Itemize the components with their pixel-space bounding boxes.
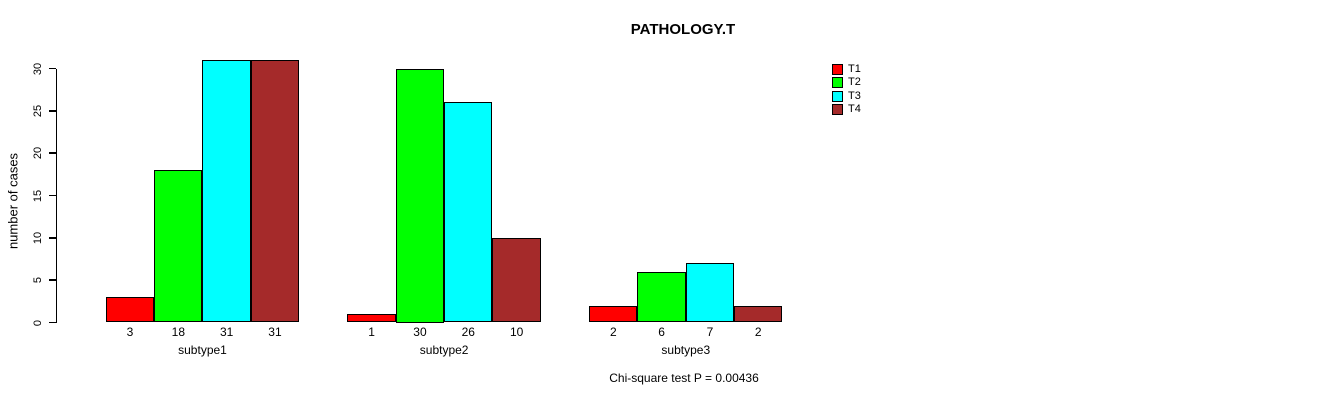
bar-t4-subtype1 xyxy=(250,60,300,323)
legend: T1 T2 T3 T4 xyxy=(832,64,861,117)
bar-t2-subtype1 xyxy=(154,170,203,323)
bar-value-label: 31 xyxy=(268,325,282,339)
y-axis-tick xyxy=(48,194,56,197)
y-axis-tick-label: 30 xyxy=(32,62,44,75)
bar-value-label: 2 xyxy=(609,325,617,339)
bar-value-label: 10 xyxy=(509,325,524,339)
bar-value-label: 6 xyxy=(658,325,665,339)
y-axis-tick-label: 5 xyxy=(32,277,44,284)
chi-square-note: Chi-square test P = 0.00436 xyxy=(609,371,759,385)
bar-t1-subtype2 xyxy=(347,314,396,323)
bar-t1-subtype3 xyxy=(589,305,638,323)
y-axis-label: number of cases xyxy=(5,152,21,250)
bar-t3-subtype1 xyxy=(202,60,251,323)
chart-title: PATHOLOGY.T xyxy=(630,21,736,38)
y-axis-tick xyxy=(48,152,56,154)
legend-label: T3 xyxy=(848,89,861,102)
legend-item-t4: T4 xyxy=(832,103,861,116)
legend-swatch-t1 xyxy=(832,64,843,76)
bar-value-label: 3 xyxy=(126,325,134,339)
bar-value-label: 2 xyxy=(754,325,762,339)
bar-t3-subtype2 xyxy=(444,102,493,323)
bar-t2-subtype2 xyxy=(395,68,445,323)
y-axis-tick-label: 10 xyxy=(32,231,44,244)
bar-t4-subtype3 xyxy=(734,305,783,323)
legend-swatch-t4 xyxy=(832,104,843,116)
y-axis-line xyxy=(55,68,57,323)
y-axis-tick xyxy=(48,67,56,70)
y-axis-tick xyxy=(48,321,56,324)
legend-label: T2 xyxy=(848,76,861,89)
bar-value-label: 1 xyxy=(368,325,375,339)
bar-t1-subtype1 xyxy=(105,297,155,323)
legend-swatch-t3 xyxy=(832,90,843,102)
legend-item-t3: T3 xyxy=(832,89,861,102)
legend-label: T4 xyxy=(848,103,861,116)
y-axis-tick xyxy=(48,279,56,281)
x-axis-group-label: subtype1 xyxy=(178,343,227,357)
bar-value-label: 26 xyxy=(461,325,475,339)
legend-swatch-t2 xyxy=(832,77,843,89)
legend-label: T1 xyxy=(848,63,861,76)
y-axis-tick-label: 0 xyxy=(32,319,44,326)
x-axis-group-label: subtype2 xyxy=(419,343,469,357)
y-axis-tick xyxy=(48,237,56,239)
bar-t3-subtype3 xyxy=(685,263,735,323)
bar-value-label: 31 xyxy=(219,325,234,339)
bar-t4-subtype2 xyxy=(492,237,541,323)
bar-t2-subtype3 xyxy=(637,271,686,323)
bar-value-label: 18 xyxy=(171,325,185,339)
y-axis-tick xyxy=(48,110,56,112)
legend-item-t1: T1 xyxy=(832,63,861,76)
bar-value-label: 30 xyxy=(413,325,427,339)
y-axis-tick-label: 25 xyxy=(32,104,44,117)
legend-item-t2: T2 xyxy=(832,76,861,89)
bar-value-label: 7 xyxy=(706,325,714,339)
x-axis-group-label: subtype3 xyxy=(661,343,711,357)
y-axis-tick-label: 20 xyxy=(32,147,44,160)
y-axis-tick-label: 15 xyxy=(32,189,44,202)
